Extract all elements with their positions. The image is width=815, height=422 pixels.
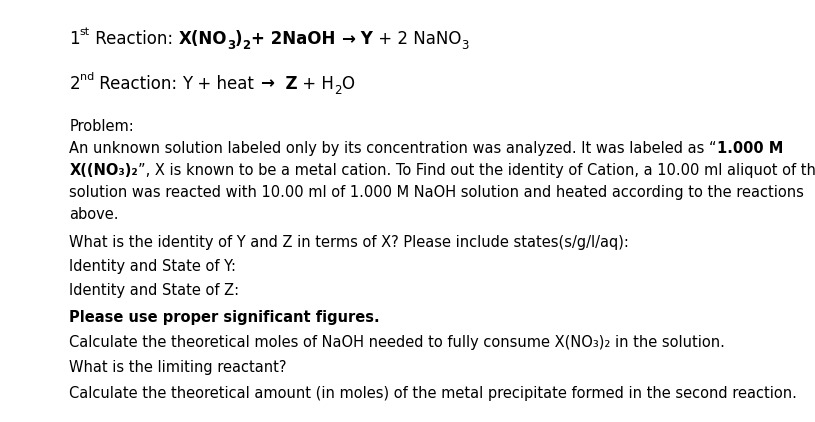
Text: 2: 2 <box>243 39 251 52</box>
Text: + 2NaOH: + 2NaOH <box>251 30 341 48</box>
Text: st: st <box>80 27 90 37</box>
Text: O: O <box>341 75 355 92</box>
Text: Please use proper significant figures.: Please use proper significant figures. <box>69 310 380 325</box>
Text: Identity and State of Y:: Identity and State of Y: <box>69 259 236 274</box>
Text: Calculate the theoretical amount (in moles) of the metal precipitate formed in t: Calculate the theoretical amount (in mol… <box>69 386 797 400</box>
Text: Reaction:: Reaction: <box>90 30 178 48</box>
Text: →: → <box>260 75 274 92</box>
Text: 3: 3 <box>461 39 469 52</box>
Text: above.: above. <box>69 207 119 222</box>
Text: Problem:: Problem: <box>69 119 134 134</box>
Text: 3: 3 <box>227 39 235 52</box>
Text: Y: Y <box>355 30 372 48</box>
Text: solution was reacted with 10.00 ml of 1.000 M NaOH solution and heated according: solution was reacted with 10.00 ml of 1.… <box>69 185 804 200</box>
Text: Z: Z <box>274 75 297 92</box>
Text: What is the identity of Y and Z in terms of X? Please include states(s/g/l/aq):: What is the identity of Y and Z in terms… <box>69 235 629 250</box>
Text: What is the limiting reactant?: What is the limiting reactant? <box>69 360 287 375</box>
Text: ): ) <box>235 30 243 48</box>
Text: ”, X is known to be a metal cation. To Find out the identity of Cation, a 10.00 : ”, X is known to be a metal cation. To F… <box>138 163 815 178</box>
Text: 1: 1 <box>69 30 80 48</box>
Text: Identity and State of Z:: Identity and State of Z: <box>69 283 240 298</box>
Text: + 2 NaNO: + 2 NaNO <box>372 30 461 48</box>
Text: + H: + H <box>297 75 334 92</box>
Text: Reaction:: Reaction: <box>95 75 183 92</box>
Text: nd: nd <box>80 72 95 81</box>
Text: 1.000 M: 1.000 M <box>716 141 783 156</box>
Text: Calculate the theoretical moles of NaOH needed to fully consume X(NO₃)₂ in the s: Calculate the theoretical moles of NaOH … <box>69 335 725 350</box>
Text: 2: 2 <box>334 84 341 97</box>
Text: An unknown solution labeled only by its concentration was analyzed. It was label: An unknown solution labeled only by its … <box>69 141 716 156</box>
Text: X((NO₃)₂: X((NO₃)₂ <box>69 163 138 178</box>
Text: →: → <box>341 30 355 48</box>
Text: Y + heat: Y + heat <box>183 75 260 92</box>
Text: 2: 2 <box>69 75 80 92</box>
Text: X(NO: X(NO <box>178 30 227 48</box>
